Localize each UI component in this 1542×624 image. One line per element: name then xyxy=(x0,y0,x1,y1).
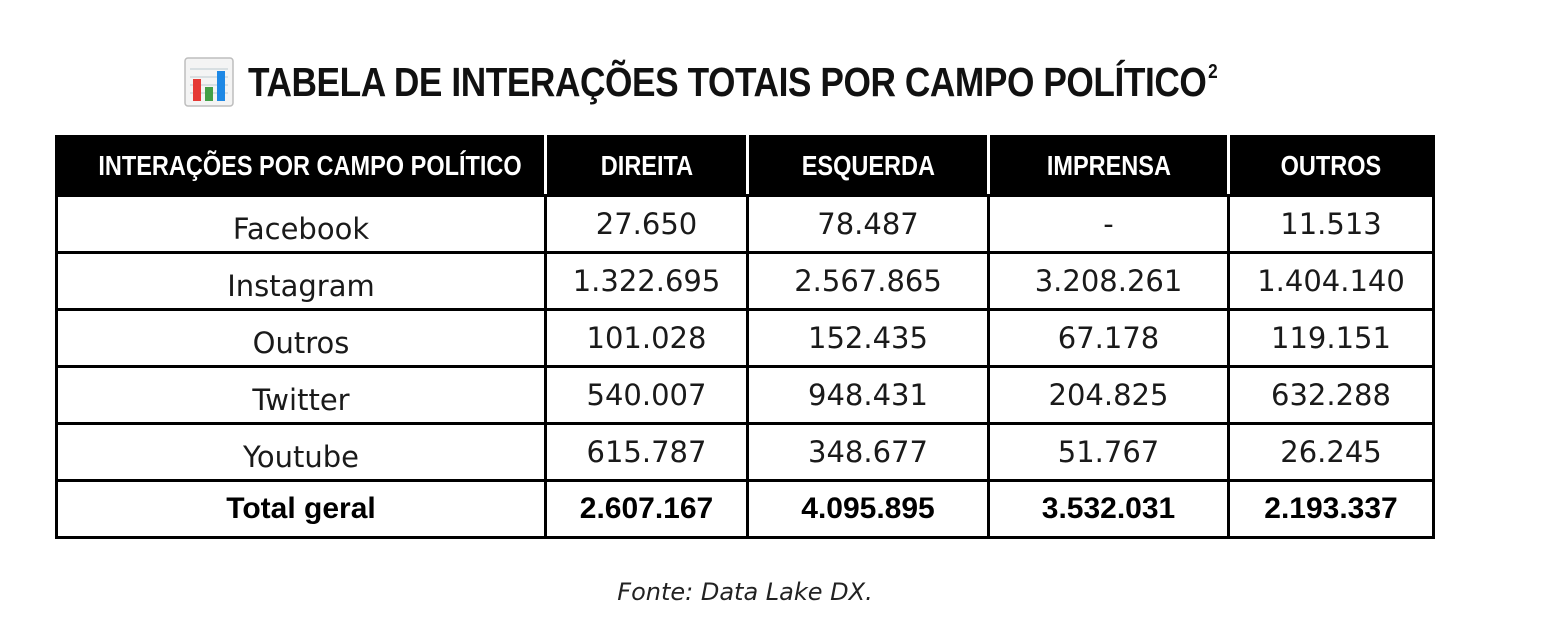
table-row: Twitter 540.007 948.431 204.825 632.288 xyxy=(55,365,1435,425)
value-cell: 27.650 xyxy=(544,194,749,254)
header-category: INTERAÇÕES POR CAMPO POLÍTICO xyxy=(55,135,547,197)
value-cell: 348.677 xyxy=(746,422,990,482)
value-cell: 204.825 xyxy=(987,365,1230,425)
value-cell: 540.007 xyxy=(544,365,749,425)
interactions-table: INTERAÇÕES POR CAMPO POLÍTICO DIREITA ES… xyxy=(55,135,1435,539)
total-value: 3.532.031 xyxy=(987,479,1230,539)
value-cell: 3.208.261 xyxy=(987,251,1230,311)
value-cell: - xyxy=(987,194,1230,254)
value-cell: 78.487 xyxy=(746,194,990,254)
bar-chart-icon xyxy=(184,57,235,107)
value-cell: 948.431 xyxy=(746,365,990,425)
header-outros: OUTROS xyxy=(1227,135,1435,197)
title-footnote-marker: 2 xyxy=(1208,60,1219,83)
total-value: 4.095.895 xyxy=(746,479,990,539)
value-cell: 2.567.865 xyxy=(746,251,990,311)
source-caption: Fonte: Data Lake DX. xyxy=(617,578,873,606)
table-row: Youtube 615.787 348.677 51.767 26.245 xyxy=(55,422,1435,482)
platform-cell: Outros xyxy=(55,308,547,368)
value-cell: 101.028 xyxy=(544,308,749,368)
value-cell: 1.322.695 xyxy=(544,251,749,311)
title-row: TABELA DE INTERAÇÕES TOTAIS POR CAMPO PO… xyxy=(0,52,1490,112)
platform-cell: Instagram xyxy=(55,251,547,311)
table-row: Instagram 1.322.695 2.567.865 3.208.261 … xyxy=(55,251,1435,311)
value-cell: 632.288 xyxy=(1227,365,1435,425)
table-header-row: INTERAÇÕES POR CAMPO POLÍTICO DIREITA ES… xyxy=(55,135,1435,197)
value-cell: 67.178 xyxy=(987,308,1230,368)
total-value: 2.193.337 xyxy=(1227,479,1435,539)
total-label: Total geral xyxy=(55,479,547,539)
platform-cell: Youtube xyxy=(55,422,547,482)
page-title: TABELA DE INTERAÇÕES TOTAIS POR CAMPO PO… xyxy=(248,58,1219,105)
value-cell: 26.245 xyxy=(1227,422,1435,482)
value-cell: 51.767 xyxy=(987,422,1230,482)
table-row: Facebook 27.650 78.487 - 11.513 xyxy=(55,194,1435,254)
value-cell: 119.151 xyxy=(1227,308,1435,368)
platform-cell: Facebook xyxy=(55,194,547,254)
header-esquerda: ESQUERDA xyxy=(746,135,990,197)
value-cell: 152.435 xyxy=(746,308,990,368)
total-row: Total geral 2.607.167 4.095.895 3.532.03… xyxy=(55,479,1435,539)
value-cell: 1.404.140 xyxy=(1227,251,1435,311)
total-value: 2.607.167 xyxy=(544,479,749,539)
table-row: Outros 101.028 152.435 67.178 119.151 xyxy=(55,308,1435,368)
value-cell: 615.787 xyxy=(544,422,749,482)
header-imprensa: IMPRENSA xyxy=(987,135,1230,197)
header-direita: DIREITA xyxy=(544,135,749,197)
platform-cell: Twitter xyxy=(55,365,547,425)
value-cell: 11.513 xyxy=(1227,194,1435,254)
